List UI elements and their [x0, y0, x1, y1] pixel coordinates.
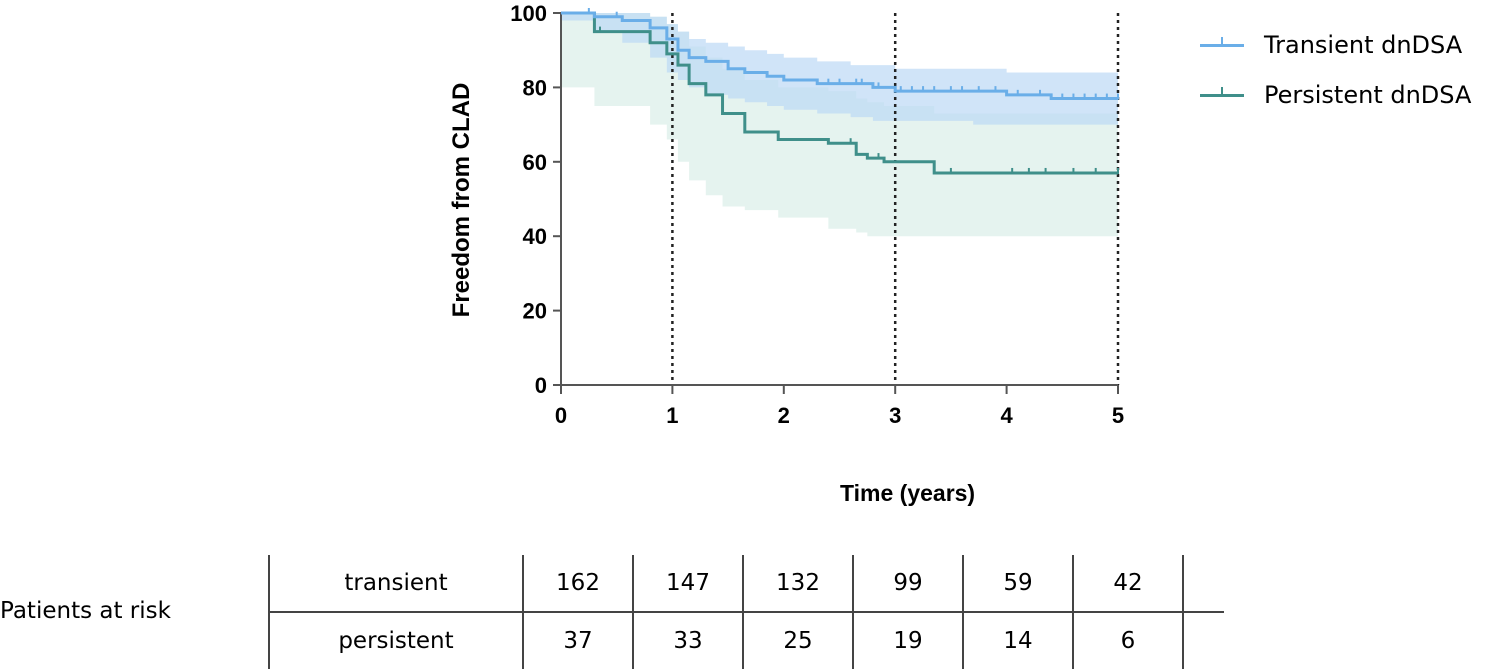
x-tick-label: 1	[666, 403, 678, 428]
risk-cell: 59	[962, 555, 1073, 613]
y-tick-label: 0	[535, 373, 547, 398]
legend-swatch-transient	[1200, 32, 1244, 58]
y-tick-label: 80	[523, 75, 547, 100]
risk-cell: 132	[742, 555, 853, 613]
x-tick-label: 2	[778, 403, 790, 428]
risk-cell: 99	[852, 555, 963, 613]
risk-cell: 19	[852, 612, 963, 669]
risk-cell: 37	[522, 612, 633, 669]
x-tick-label: 4	[1000, 403, 1013, 428]
risk-cell: 6	[1072, 612, 1183, 669]
risk-cell: 25	[742, 612, 853, 669]
risk-table-spacer	[1182, 612, 1224, 669]
y-tick-label: 60	[523, 150, 547, 175]
x-tick-label: 0	[555, 403, 567, 428]
risk-row-transient: transient 162 147 132 99 59 42	[268, 555, 1224, 613]
y-tick-label: 100	[510, 1, 547, 26]
y-tick-label: 20	[523, 299, 547, 324]
x-tick-label: 5	[1112, 403, 1124, 428]
risk-group-label: persistent	[268, 612, 523, 669]
risk-cell: 42	[1072, 555, 1183, 613]
risk-cell: 14	[962, 612, 1073, 669]
risk-cell: 33	[632, 612, 743, 669]
risk-group-label: transient	[268, 555, 523, 613]
y-axis-label: Freedom from CLAD	[448, 82, 475, 318]
x-axis-label: Time (years)	[840, 480, 976, 506]
ci-band-transient	[561, 13, 1118, 125]
legend: Transient dnDSA Persistent dnDSA	[1200, 20, 1471, 120]
legend-item-persistent: Persistent dnDSA	[1200, 70, 1471, 120]
risk-table-spacer	[1182, 555, 1224, 613]
risk-table-label: Patients at risk	[0, 598, 171, 624]
legend-label-transient: Transient dnDSA	[1264, 31, 1463, 59]
risk-cell: 162	[522, 555, 633, 613]
survival-line-persistent	[561, 11, 1118, 175]
risk-cell: 147	[632, 555, 743, 613]
x-tick-label: 3	[889, 403, 901, 428]
y-tick-label: 40	[523, 224, 547, 249]
survival-line-transient	[561, 11, 1118, 101]
legend-swatch-persistent	[1200, 82, 1244, 108]
risk-row-persistent: persistent 37 33 25 19 14 6	[268, 612, 1224, 669]
risk-table: transient 162 147 132 99 59 42 persisten…	[268, 555, 1224, 669]
legend-item-transient: Transient dnDSA	[1200, 20, 1471, 70]
legend-label-persistent: Persistent dnDSA	[1264, 81, 1472, 109]
